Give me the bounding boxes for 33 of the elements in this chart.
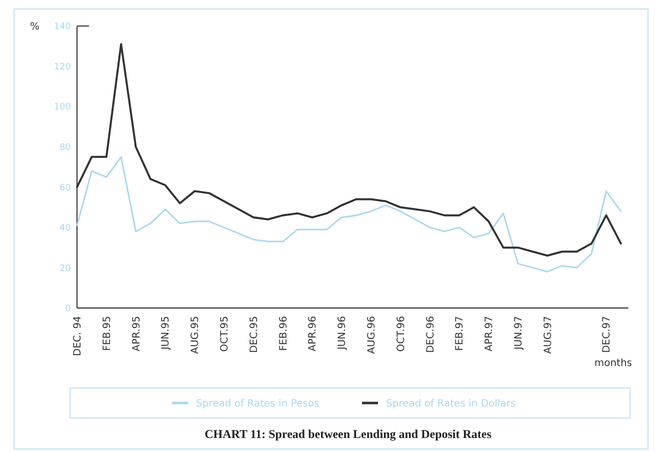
x-tick-label: FEB.95 — [102, 316, 113, 351]
y-tick-label: 40 — [60, 224, 72, 234]
x-tick-label: FEB.96 — [278, 316, 290, 351]
text: CHART 11: Spread between Lending and Deposit Rates — [204, 427, 492, 441]
line-series — [76, 43, 622, 257]
legend-label: Spread of Rates in Pesos — [196, 398, 320, 410]
x-tick-label: DEC.97 — [602, 316, 613, 353]
x-tick-label: AUG.97 — [542, 316, 554, 354]
x-tick-label: OCT.96 — [396, 316, 407, 352]
y-axis-title: % — [30, 22, 40, 32]
line-series — [76, 156, 622, 272]
x-tick-label: JUN.96 — [337, 316, 348, 351]
x-tick-label: AUG.95 — [190, 316, 202, 354]
x-tick-label: JUN.95 — [160, 316, 172, 351]
x-tick-label: APR.97 — [484, 316, 496, 352]
y-tick-label: 140 — [54, 22, 72, 32]
y-tick-label: 100 — [54, 102, 72, 113]
y-tick-label: 80 — [60, 143, 72, 154]
x-tick-label: DEC. 94 — [72, 316, 84, 356]
y-tick-label: 60 — [60, 183, 72, 194]
y-tick-label: 0 — [65, 304, 72, 314]
x-tick-label: AUG.96 — [366, 316, 378, 354]
y-tick-label: 120 — [54, 62, 72, 72]
x-tick-label: OCT.95 — [220, 316, 230, 352]
x-tick-label: APR.96 — [308, 316, 319, 352]
x-axis-title: months — [594, 358, 632, 369]
x-tick-label: FEB.97 — [454, 316, 466, 351]
x-tick-label: DEC.95 — [248, 316, 260, 353]
x-tick-label: JUN.97 — [514, 316, 524, 351]
x-tick-label: DEC.96 — [425, 316, 436, 353]
legend-label: Spread of Rates in Dollars — [386, 398, 516, 410]
y-tick-label: 20 — [60, 264, 72, 274]
x-tick-label: APR.95 — [131, 316, 142, 352]
